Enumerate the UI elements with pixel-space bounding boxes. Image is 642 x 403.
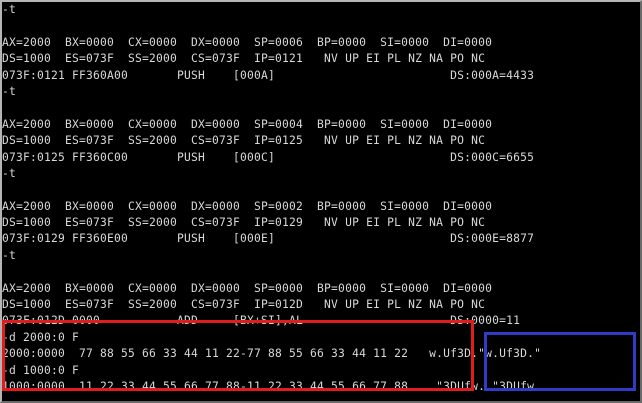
console-line: 073F:012D 0000 ADD [BX+SI],AL DS:0000=11 bbox=[2, 314, 521, 328]
console-line bbox=[2, 264, 541, 280]
console-line: -t bbox=[2, 3, 17, 16]
console-line: -t bbox=[2, 84, 17, 98]
console-line: -d 1000:0 F bbox=[2, 363, 80, 377]
console-output: -t AX=2000 BX=0000 CX=0000 DX=0000 SP=00… bbox=[2, 2, 541, 395]
console-line bbox=[2, 182, 541, 198]
console-line: 2000:0000 77 88 55 66 33 44 11 22-77 88 … bbox=[2, 347, 542, 361]
console-line bbox=[2, 18, 541, 34]
console-line: DS=1000 ES=073F SS=2000 CS=073F IP=0121 … bbox=[2, 52, 486, 66]
console-line bbox=[2, 100, 541, 116]
console-line: 073F:0121 FF360A00 PUSH [000A] DS:000A=4… bbox=[2, 68, 535, 82]
console-line: DS=1000 ES=073F SS=2000 CS=073F IP=0129 … bbox=[2, 216, 486, 230]
console-line: -d 2000:0 F bbox=[2, 330, 80, 344]
console-line: DS=1000 ES=073F SS=2000 CS=073F IP=012D … bbox=[2, 298, 486, 312]
console-line: 073F:0125 FF360C00 PUSH [000C] DS:000C=6… bbox=[2, 150, 535, 164]
console-line: 1000:0000 11 22 33 44 55 66 77 88-11 22 … bbox=[2, 379, 542, 393]
console-line: 073F:0129 FF360E00 PUSH [000E] DS:000E=8… bbox=[2, 232, 535, 246]
console-line: DS=1000 ES=073F SS=2000 CS=073F IP=0125 … bbox=[2, 134, 486, 148]
console-line: -t bbox=[2, 248, 17, 262]
console-line: -t bbox=[2, 166, 17, 180]
console-line: AX=2000 BX=0000 CX=0000 DX=0000 SP=0006 … bbox=[2, 35, 493, 49]
console-line: AX=2000 BX=0000 CX=0000 DX=0000 SP=0002 … bbox=[2, 199, 493, 213]
console-line: AX=2000 BX=0000 CX=0000 DX=0000 SP=0004 … bbox=[2, 117, 493, 131]
console-line: AX=2000 BX=0000 CX=0000 DX=0000 SP=0000 … bbox=[2, 281, 493, 295]
